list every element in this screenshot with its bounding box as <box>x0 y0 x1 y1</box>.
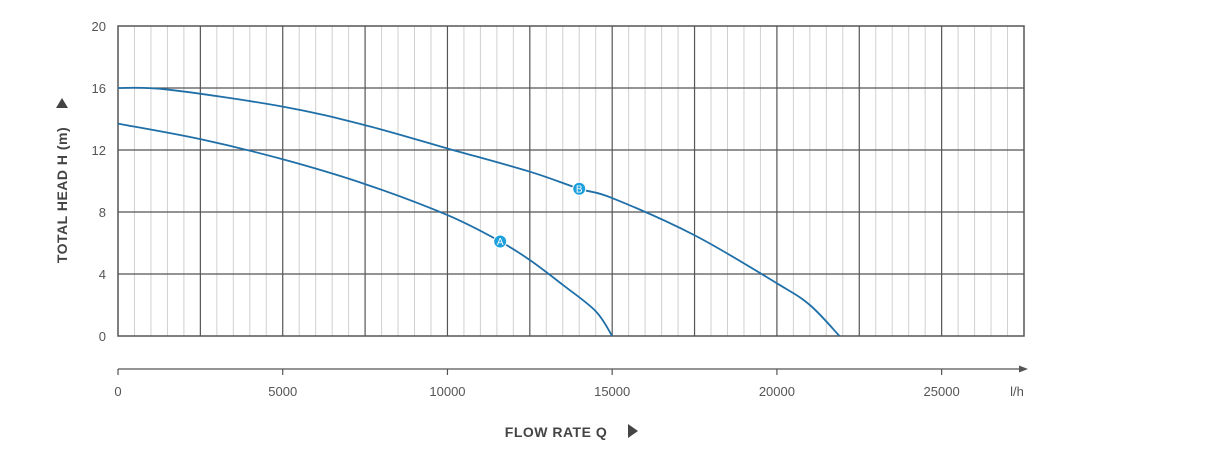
series-line-a <box>117 122 613 337</box>
y-tick-label: 0 <box>99 329 106 344</box>
series-layer: AB <box>117 86 841 337</box>
y-tick-label: 8 <box>99 205 106 220</box>
plot-border <box>117 25 1025 337</box>
x-axis-arrowhead <box>1019 365 1028 373</box>
y-tick-label: 4 <box>99 267 106 282</box>
minor-grid <box>133 26 1009 336</box>
x-tick-label: 10000 <box>429 384 465 399</box>
right-arrow-icon <box>628 424 638 438</box>
x-axis <box>117 365 1028 375</box>
x-tick-label: 15000 <box>594 384 630 399</box>
y-tick-label: 16 <box>92 81 106 96</box>
up-arrow-icon <box>56 98 68 108</box>
series-line-b <box>117 86 841 337</box>
x-axis-title: FLOW RATE Q <box>505 424 607 440</box>
series-marker-b <box>572 181 587 196</box>
y-tick-labels: 0 4 8 12 16 20 <box>92 19 106 344</box>
major-grid <box>118 26 1024 336</box>
x-tick-labels: 0 5000 10000 15000 20000 25000 <box>114 384 959 399</box>
x-tick-label: 5000 <box>268 384 297 399</box>
x-tick-label: 20000 <box>759 384 795 399</box>
x-tick-label: 0 <box>114 384 121 399</box>
y-tick-label: 12 <box>92 143 106 158</box>
y-axis-title: TOTAL HEAD H (m) <box>54 127 70 263</box>
x-unit-label: l/h <box>1010 384 1024 399</box>
y-tick-label: 20 <box>92 19 106 34</box>
x-tick-label: 25000 <box>924 384 960 399</box>
series-marker-a <box>493 234 508 249</box>
series-label-a: A <box>497 237 504 248</box>
series-label-b: B <box>576 184 583 195</box>
